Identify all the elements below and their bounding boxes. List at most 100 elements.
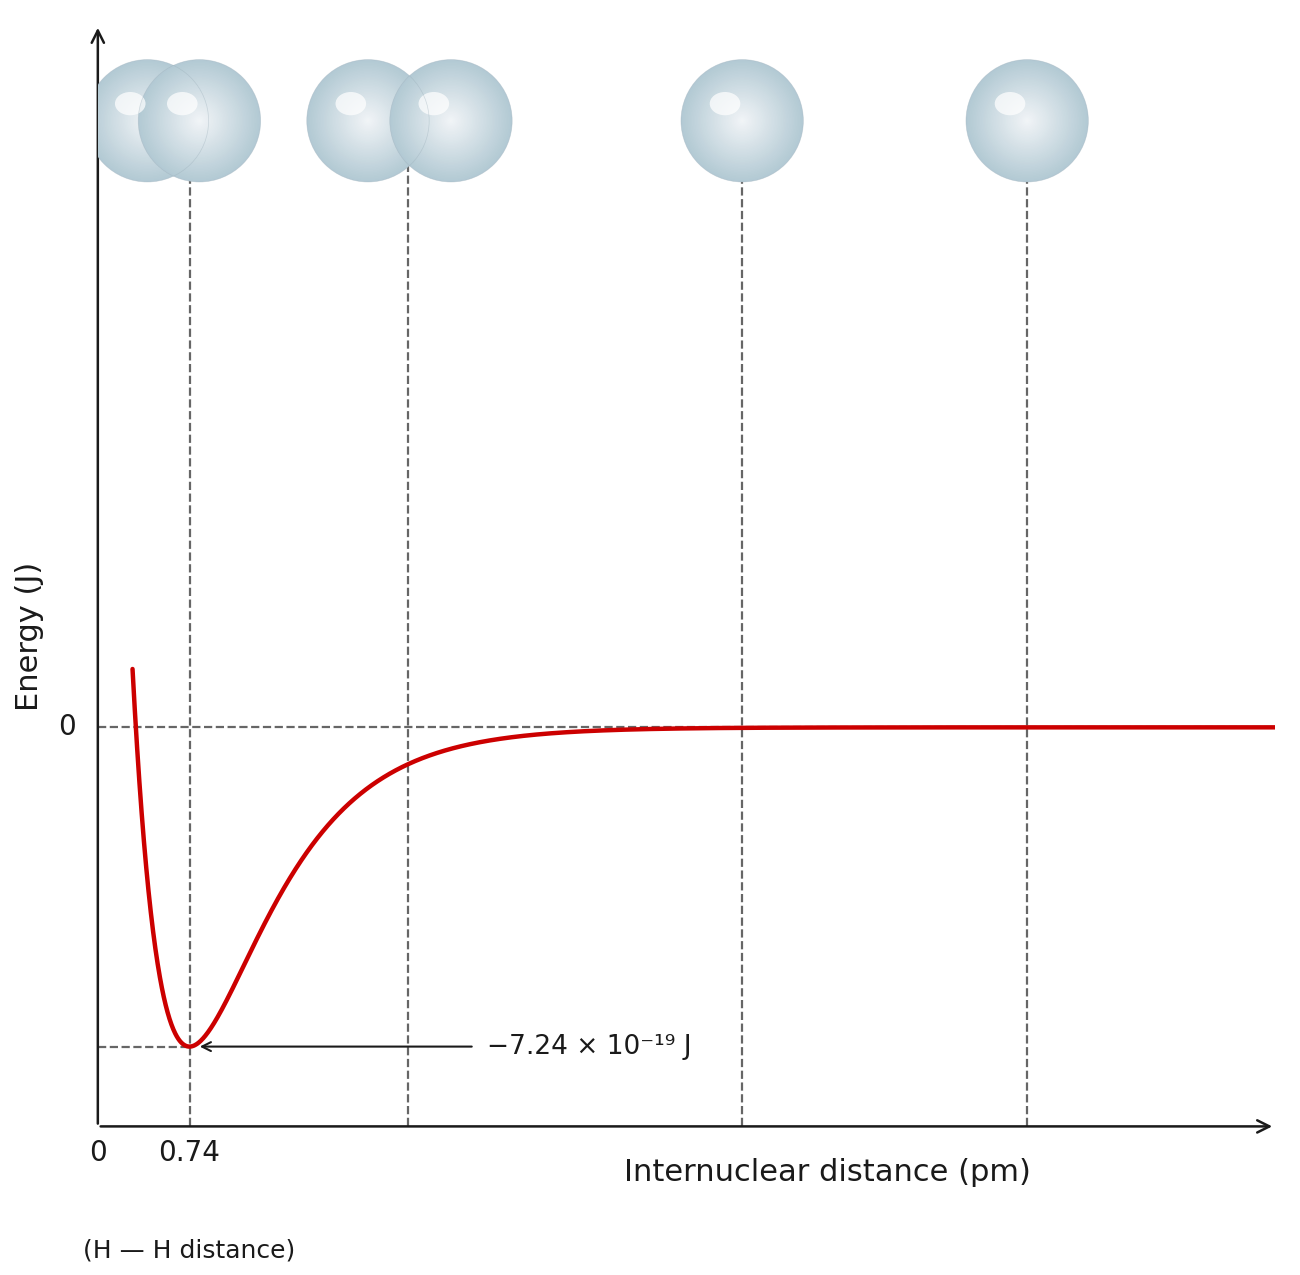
- Ellipse shape: [308, 61, 428, 181]
- Ellipse shape: [107, 79, 188, 162]
- Ellipse shape: [688, 66, 797, 176]
- Ellipse shape: [1019, 113, 1035, 129]
- Ellipse shape: [127, 101, 168, 140]
- Ellipse shape: [352, 106, 383, 136]
- Ellipse shape: [142, 62, 257, 179]
- Ellipse shape: [117, 91, 178, 152]
- Text: 0.74: 0.74: [159, 1139, 221, 1167]
- Text: Energy (J): Energy (J): [16, 562, 44, 711]
- Ellipse shape: [103, 76, 192, 166]
- Ellipse shape: [121, 94, 173, 147]
- Ellipse shape: [328, 82, 408, 161]
- Ellipse shape: [394, 64, 507, 177]
- Ellipse shape: [978, 71, 1076, 170]
- Ellipse shape: [729, 108, 754, 133]
- Ellipse shape: [710, 89, 775, 153]
- Text: (H — H distance): (H — H distance): [83, 1238, 295, 1262]
- Ellipse shape: [719, 98, 766, 144]
- Ellipse shape: [988, 82, 1067, 161]
- Ellipse shape: [142, 115, 153, 128]
- Ellipse shape: [316, 69, 420, 173]
- Ellipse shape: [182, 105, 216, 138]
- Ellipse shape: [176, 97, 224, 145]
- Ellipse shape: [426, 97, 476, 145]
- Ellipse shape: [972, 66, 1083, 176]
- Ellipse shape: [170, 92, 229, 150]
- Ellipse shape: [311, 64, 425, 177]
- Ellipse shape: [116, 89, 179, 153]
- Ellipse shape: [741, 120, 744, 122]
- Ellipse shape: [126, 99, 169, 143]
- Ellipse shape: [419, 89, 484, 153]
- Ellipse shape: [424, 93, 478, 148]
- Ellipse shape: [146, 68, 254, 175]
- Ellipse shape: [697, 75, 788, 167]
- Ellipse shape: [694, 74, 789, 168]
- Ellipse shape: [707, 85, 777, 156]
- Ellipse shape: [991, 84, 1063, 158]
- Ellipse shape: [104, 78, 190, 163]
- Ellipse shape: [966, 60, 1088, 182]
- Ellipse shape: [187, 108, 212, 133]
- Ellipse shape: [309, 62, 426, 179]
- Ellipse shape: [108, 82, 187, 161]
- Ellipse shape: [130, 105, 164, 138]
- Ellipse shape: [420, 91, 481, 152]
- Ellipse shape: [403, 74, 498, 168]
- Ellipse shape: [325, 78, 411, 163]
- Ellipse shape: [356, 108, 380, 133]
- Ellipse shape: [428, 98, 474, 144]
- Ellipse shape: [1010, 105, 1044, 138]
- Ellipse shape: [734, 113, 750, 129]
- Ellipse shape: [317, 70, 419, 171]
- Ellipse shape: [330, 83, 406, 159]
- Ellipse shape: [971, 64, 1084, 177]
- Ellipse shape: [411, 82, 491, 161]
- Ellipse shape: [718, 97, 767, 145]
- Ellipse shape: [681, 60, 803, 182]
- Ellipse shape: [703, 83, 780, 159]
- Ellipse shape: [1008, 101, 1046, 140]
- Ellipse shape: [715, 93, 770, 148]
- Ellipse shape: [442, 112, 460, 130]
- Ellipse shape: [139, 113, 155, 129]
- Ellipse shape: [185, 106, 215, 136]
- Ellipse shape: [1024, 117, 1030, 124]
- Ellipse shape: [422, 92, 480, 150]
- Ellipse shape: [436, 106, 467, 136]
- Ellipse shape: [1006, 99, 1049, 143]
- Ellipse shape: [1023, 116, 1032, 125]
- Ellipse shape: [111, 84, 185, 158]
- Ellipse shape: [360, 113, 376, 129]
- Ellipse shape: [335, 92, 367, 115]
- Ellipse shape: [417, 87, 485, 154]
- Text: −7.24 × 10⁻¹⁹ J: −7.24 × 10⁻¹⁹ J: [488, 1034, 692, 1060]
- Ellipse shape: [146, 120, 150, 122]
- Ellipse shape: [407, 76, 495, 166]
- Ellipse shape: [693, 71, 792, 170]
- Ellipse shape: [692, 70, 793, 171]
- Text: Internuclear distance (pm): Internuclear distance (pm): [624, 1158, 1031, 1187]
- Ellipse shape: [992, 85, 1062, 156]
- Ellipse shape: [350, 102, 386, 139]
- Ellipse shape: [711, 91, 772, 152]
- Ellipse shape: [152, 74, 247, 168]
- Text: 0: 0: [88, 1139, 107, 1167]
- Ellipse shape: [307, 60, 429, 182]
- Ellipse shape: [1001, 94, 1053, 147]
- Ellipse shape: [334, 87, 402, 154]
- Ellipse shape: [406, 75, 497, 167]
- Ellipse shape: [994, 92, 1026, 115]
- Ellipse shape: [723, 101, 762, 140]
- Ellipse shape: [143, 116, 152, 125]
- Ellipse shape: [448, 117, 454, 124]
- Ellipse shape: [698, 76, 786, 166]
- Ellipse shape: [728, 107, 755, 135]
- Ellipse shape: [186, 107, 213, 135]
- Ellipse shape: [1014, 107, 1041, 135]
- Ellipse shape: [196, 117, 203, 124]
- Ellipse shape: [91, 64, 204, 177]
- Ellipse shape: [727, 106, 758, 136]
- Ellipse shape: [179, 101, 220, 140]
- Ellipse shape: [445, 115, 458, 128]
